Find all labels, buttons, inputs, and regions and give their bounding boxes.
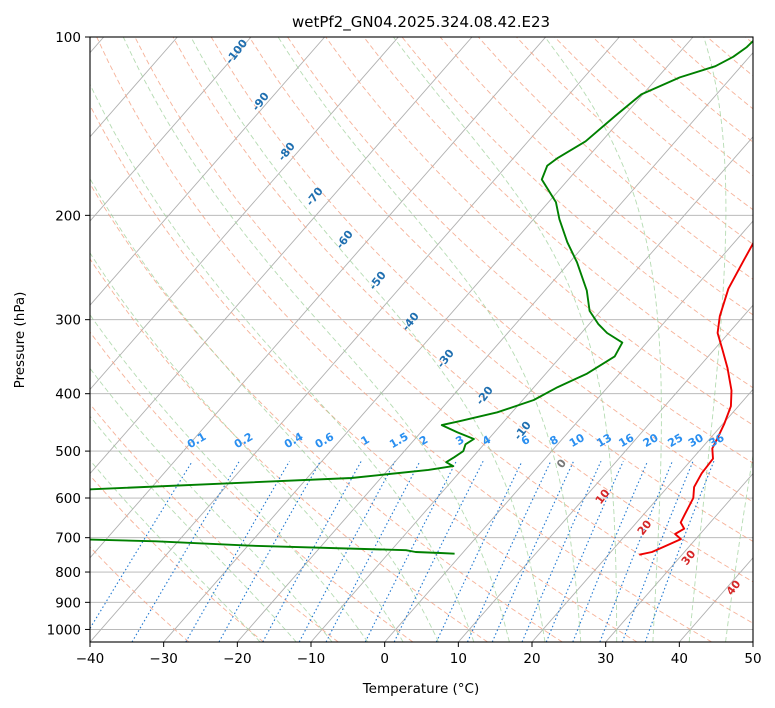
moist-adiabat-line	[725, 452, 753, 642]
mixing-ratio-line	[364, 460, 457, 642]
dry-adiabat-line	[90, 258, 488, 642]
dry-adiabat-line	[439, 37, 753, 316]
moist-adiabat-line	[688, 37, 727, 642]
dewpoint-profile-line	[90, 39, 753, 555]
dry-adiabat-line	[90, 331, 414, 642]
x-tick-label: 10	[450, 651, 467, 667]
mixing-ratio-line	[466, 460, 552, 642]
y-axis-ticks: 100 200 300 400 500 600 700 800 900 1000	[47, 30, 90, 638]
y-tick-label: 400	[55, 387, 81, 403]
moist-adiabat-line	[90, 459, 261, 642]
mixing-ratio-line	[435, 460, 523, 642]
y-tick-label: 100	[55, 30, 81, 46]
x-axis-label: Temperature (°C)	[362, 681, 480, 697]
mixing-ratio-line	[521, 460, 602, 642]
mixing-ratio-line	[491, 460, 575, 642]
isotherm-line	[457, 304, 753, 642]
isotherm-line	[236, 51, 753, 642]
mixing-ratio-line	[325, 460, 421, 642]
moist-adiabat-line	[90, 313, 369, 642]
mixing-ratio-line	[644, 460, 715, 642]
y-tick-label: 1000	[47, 622, 81, 638]
isotherm-line	[90, 37, 473, 475]
isotherm-line	[90, 37, 547, 559]
dry-adiabat-line	[210, 37, 753, 542]
y-tick-label: 600	[55, 491, 81, 507]
dry-adiabat-line	[90, 182, 563, 642]
mixing-ratio-line	[572, 460, 649, 642]
dry-adiabats	[90, 37, 753, 642]
temperature-profile-line	[639, 241, 753, 556]
isotherm-line	[605, 472, 753, 642]
dry-adiabat-line	[248, 37, 753, 503]
mixing-ratio-line	[393, 460, 484, 642]
moist-adiabat-line	[90, 252, 404, 642]
y-tick-label: 300	[55, 313, 81, 329]
y-tick-label: 700	[55, 531, 81, 547]
dry-adiabat-line	[90, 474, 264, 642]
mixing-ratio-line	[599, 460, 673, 642]
x-tick-label: 40	[671, 651, 688, 667]
isotherm-line	[90, 37, 620, 642]
moist-adiabat-line	[90, 177, 439, 642]
data-series	[90, 39, 753, 556]
mixing-ratio-line	[90, 460, 193, 630]
mixing-ratio-lines	[90, 460, 715, 642]
moist-adiabat-line	[122, 37, 510, 642]
isotherm-grid	[90, 37, 753, 642]
plot-frame	[89, 36, 754, 643]
x-tick-label: 20	[523, 651, 540, 667]
moist-adiabat-line	[90, 83, 475, 642]
isotherm-line	[90, 37, 399, 391]
moist-adiabats	[90, 37, 753, 642]
x-tick-label: −20	[223, 651, 252, 667]
isotherm-line	[163, 37, 694, 642]
x-tick-label: −40	[76, 651, 105, 667]
moist-adiabat-line	[277, 37, 582, 642]
y-tick-label: 500	[55, 444, 81, 460]
isotherm-line	[531, 388, 753, 642]
dry-adiabat-line	[172, 37, 753, 583]
chart-title: wetPf2_GN04.2025.324.08.42.E23	[292, 13, 550, 32]
mixing-ratio-line	[621, 460, 694, 642]
x-tick-label: 0	[380, 651, 389, 667]
dry-adiabat-line	[401, 37, 753, 352]
x-tick-label: −30	[149, 651, 178, 667]
y-axis-label: Pressure (hPa)	[12, 292, 28, 389]
x-tick-label: −10	[297, 651, 326, 667]
mixing-ratio-line	[218, 460, 321, 642]
isotherm-line	[90, 37, 252, 222]
y-tick-label: 800	[55, 565, 81, 581]
moist-adiabat-line	[90, 367, 333, 642]
isotherm-line	[90, 37, 326, 306]
isotherm-line	[384, 220, 753, 642]
dry-adiabat-line	[96, 37, 712, 642]
mixing-ratio-line	[262, 460, 362, 642]
moist-adiabat-line	[544, 37, 662, 642]
dry-adiabat-line	[134, 37, 753, 624]
mixing-ratio-line	[545, 460, 624, 642]
x-tick-label: 50	[744, 651, 761, 667]
x-tick-label: 30	[597, 651, 614, 667]
dry-adiabat-line	[325, 37, 753, 426]
mixing-ratio-line	[298, 460, 396, 642]
y-tick-label: 900	[55, 595, 81, 611]
x-axis-ticks: −40 −30 −20 −10 0 10 20 30 40 50	[76, 642, 762, 667]
moist-adiabat-line	[190, 37, 546, 642]
y-tick-label: 200	[55, 208, 81, 224]
